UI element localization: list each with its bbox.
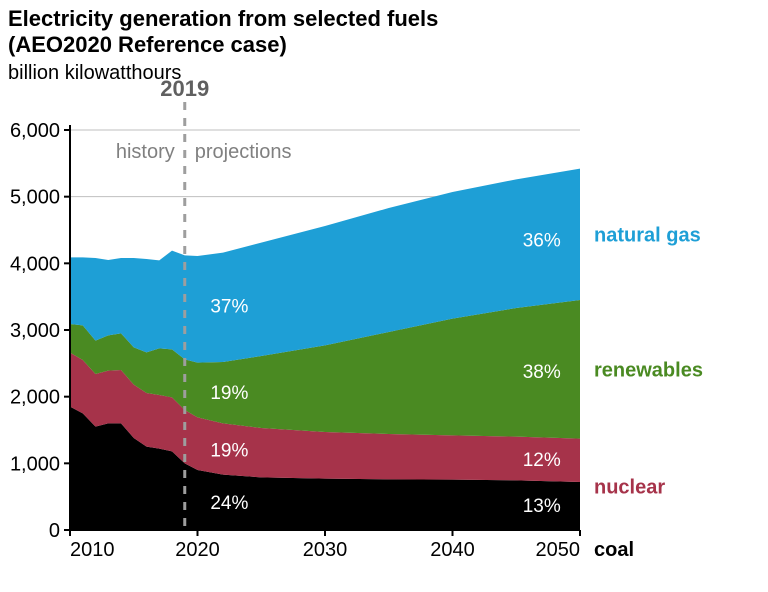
y-tick-label: 1,000 <box>10 453 60 475</box>
pct-label: 19% <box>210 383 248 404</box>
y-tick-label: 4,000 <box>10 253 60 275</box>
y-tick-label: 5,000 <box>10 187 60 209</box>
series-label-nuclear: nuclear <box>594 476 665 498</box>
chart-title-line2: (AEO2020 Reference case) <box>8 32 287 58</box>
projections-label: projections <box>195 141 292 163</box>
pct-label: 36% <box>523 231 561 252</box>
x-tick-label: 2030 <box>303 539 348 561</box>
pct-label: 19% <box>210 440 248 461</box>
y-tick-label: 6,000 <box>10 120 60 142</box>
chart-title-line1: Electricity generation from selected fue… <box>8 6 438 32</box>
series-label-coal: coal <box>594 539 634 561</box>
pct-label: 13% <box>523 496 561 517</box>
series-label-renewables: renewables <box>594 359 703 381</box>
pct-label: 12% <box>523 450 561 471</box>
pct-label: 37% <box>210 297 248 318</box>
x-tick-label: 2020 <box>175 539 220 561</box>
pct-label: 24% <box>210 493 248 514</box>
stacked-area-chart: 0 1,000 2,000 3,000 4,000 5,000 6,000 2010 2020 2… <box>0 0 768 592</box>
y-unit-label: billion kilowatthours <box>8 62 181 85</box>
history-label: history <box>116 141 175 163</box>
x-tick-label: 2050 <box>536 539 581 561</box>
y-tick-label: 2,000 <box>10 387 60 409</box>
y-tick-label: 0 <box>49 520 60 542</box>
series-label-natural_gas: natural gas <box>594 224 701 246</box>
x-tick-label: 2040 <box>430 539 475 561</box>
pct-label: 38% <box>523 362 561 383</box>
y-tick-label: 3,000 <box>10 320 60 342</box>
chart-container: Electricity generation from selected fue… <box>0 0 768 592</box>
x-tick-label: 2010 <box>70 539 115 561</box>
